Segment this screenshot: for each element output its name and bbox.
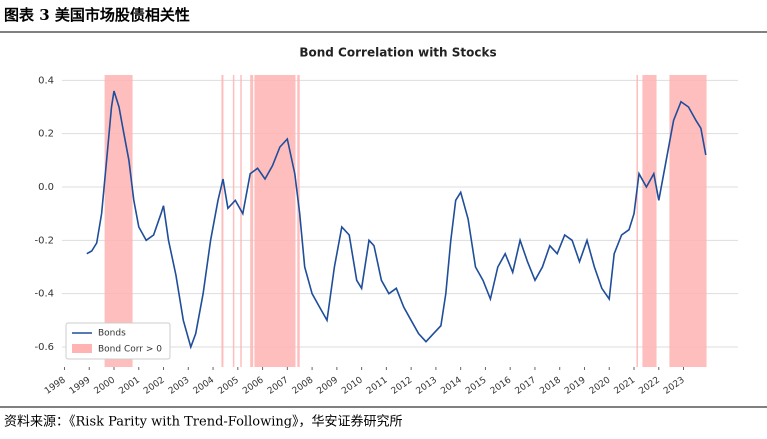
shaded-span [232,75,235,367]
x-tick-label: 2018 [538,375,563,396]
x-tick-label: 2008 [291,375,316,396]
x-tick-label: 2004 [192,375,217,396]
shaded-span [297,75,300,367]
y-tick-label: 0.0 [38,182,54,193]
x-tick-label: 2002 [142,375,166,396]
x-tick-label: 2014 [439,375,464,396]
legend-label: Bonds [98,329,126,339]
x-tick-label: 2006 [241,375,266,396]
shaded-span [221,75,224,367]
x-tick-label: 2012 [390,375,414,396]
x-tick-label: 1998 [43,375,68,396]
x-tick-label: 2011 [365,375,389,396]
x-tick-label: 2020 [588,375,613,396]
series-line [86,90,707,350]
y-tick-label: -0.4 [34,289,54,300]
shaded-span [254,75,296,367]
x-tick-label: 2016 [489,375,514,396]
y-tick-label: 0.2 [38,129,54,140]
source-note: 资料来源：《Risk Parity with Trend-Following》，… [4,414,403,430]
y-tick-label: -0.6 [34,342,54,353]
x-tick-label: 2001 [117,375,141,396]
x-tick-label: 2019 [563,375,588,396]
x-tick-label: 2000 [93,375,118,396]
shaded-span [636,75,638,367]
x-tick-label: 2005 [216,375,240,396]
x-tick-label: 2021 [613,375,637,396]
x-tick-label: 2022 [637,375,661,396]
x-tick-label: 2009 [316,375,341,396]
shaded-span [642,75,657,367]
x-tick-label: 2010 [340,375,365,396]
x-tick-label: 2007 [266,375,290,396]
shaded-span [250,75,254,367]
y-tick-label: -0.2 [34,235,54,246]
y-tick-label: 0.4 [38,75,54,86]
chart-title: Bond Correlation with Stocks [299,46,496,60]
figure-header: 图表 3 美国市场股债相关性 [4,6,190,24]
x-tick-label: 2013 [415,375,439,396]
x-tick-label: 1999 [68,375,93,396]
x-tick-label: 2017 [514,375,538,396]
legend-label: Bond Corr > 0 [98,345,162,355]
x-tick-label: 2003 [167,375,191,396]
shaded-span [669,75,707,367]
x-tick-label: 2023 [662,375,686,396]
legend-swatch [72,344,92,353]
shaded-span [240,75,242,367]
x-tick-label: 2015 [464,375,488,396]
